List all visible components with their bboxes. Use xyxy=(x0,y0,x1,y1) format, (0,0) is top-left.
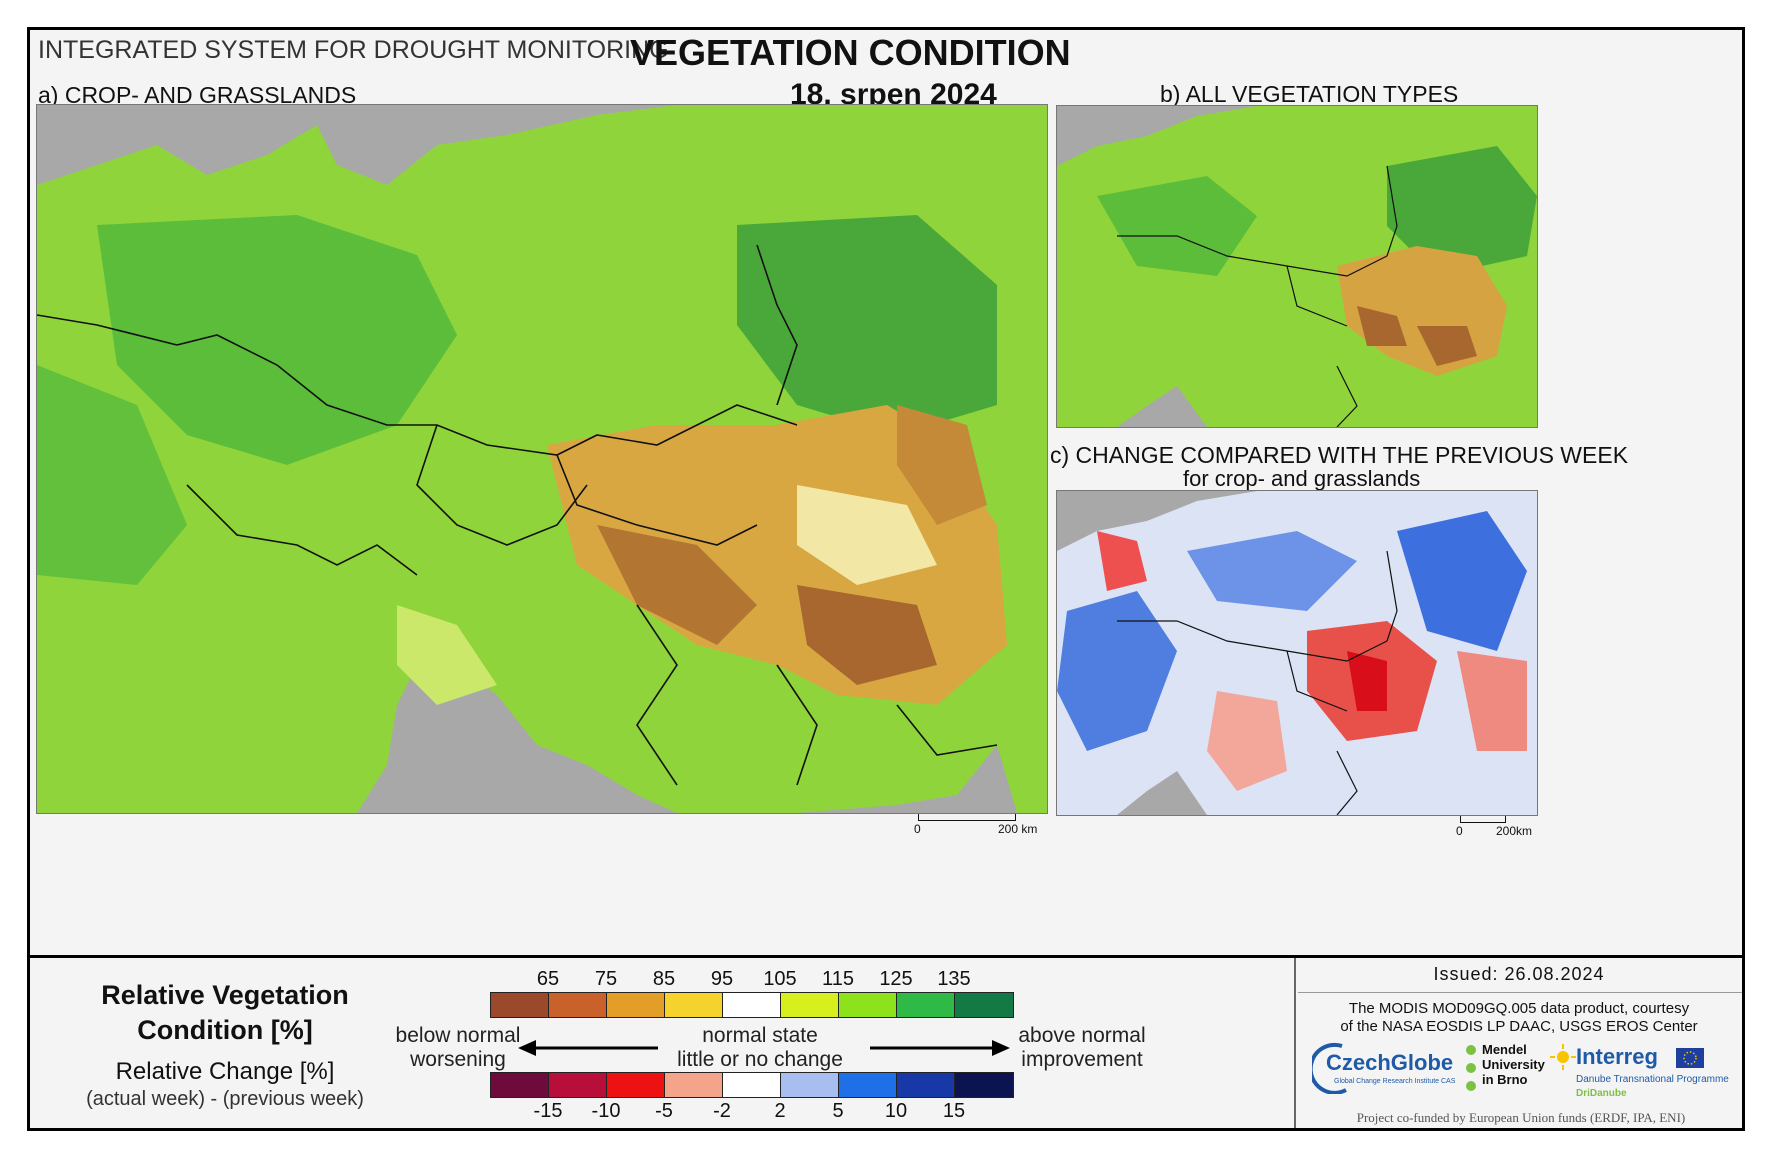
rvc-swatch xyxy=(665,993,723,1017)
above-normal-text: above normal xyxy=(1018,1024,1146,1047)
czechglobe-subtitle: Global Change Research Institute CAS xyxy=(1334,1078,1456,1085)
rc-swatch xyxy=(839,1073,897,1097)
vegetation-map-b xyxy=(1057,106,1537,427)
legend-divider xyxy=(30,955,1742,958)
rvc-swatch xyxy=(607,993,665,1017)
rvc-tick: 115 xyxy=(822,968,854,990)
mendel-line3: in Brno xyxy=(1482,1072,1528,1087)
worsening-text: worsening xyxy=(410,1048,506,1071)
rvc-swatch xyxy=(955,993,1013,1017)
rvc-swatch xyxy=(897,993,955,1017)
map-all-vegetation xyxy=(1056,105,1538,428)
rvc-ticks: 65 75 85 95 105 115 125 135 xyxy=(490,968,1018,992)
improvement-text: improvement xyxy=(1021,1048,1143,1071)
rvc-title-line2: Condition [%] xyxy=(137,1015,313,1045)
rc-tick: -10 xyxy=(591,1100,621,1122)
panel-b-label: b) ALL VEGETATION TYPES xyxy=(1160,81,1459,107)
rvc-swatch xyxy=(491,993,549,1017)
mendel-line1: Mendel xyxy=(1482,1042,1527,1057)
scale-bar-c-line xyxy=(1460,816,1506,823)
eu-stars-icon xyxy=(1683,1051,1697,1065)
courtesy-line2: of the NASA EOSDIS LP DAAC, USGS EROS Ce… xyxy=(1340,1018,1698,1035)
rvc-tick: 95 xyxy=(710,968,734,990)
interreg-sun-icon xyxy=(1550,1044,1576,1070)
rc-subtitle: (actual week) - (previous week) xyxy=(86,1088,364,1110)
rc-swatch xyxy=(897,1073,955,1097)
rc-swatch xyxy=(491,1073,549,1097)
courtesy-text: The MODIS MOD09GQ.005 data product, cour… xyxy=(1294,1000,1744,1036)
issued-date: Issued: 26.08.2024 xyxy=(1433,964,1605,984)
scale-bar-c: 0 200km xyxy=(1456,816,1538,840)
mendel-line2: University xyxy=(1482,1057,1545,1072)
rc-colorbar xyxy=(490,1072,1014,1098)
rc-swatch xyxy=(781,1073,839,1097)
rvc-tick: 75 xyxy=(594,968,618,990)
rc-swatch xyxy=(549,1073,607,1097)
rvc-title-line1: Relative Vegetation xyxy=(101,980,349,1010)
rc-tick: -2 xyxy=(713,1100,731,1122)
no-change-text: little or no change xyxy=(677,1048,843,1071)
rc-tick: -5 xyxy=(655,1100,673,1122)
issued-divider xyxy=(1298,992,1742,993)
mendel-dots-icon xyxy=(1466,1045,1476,1091)
interreg-logo: Interreg Danube Transnational Programme … xyxy=(1550,1042,1740,1112)
rvc-colorbar xyxy=(490,992,1014,1018)
scale-c-zero: 0 xyxy=(1456,824,1463,838)
rc-swatch xyxy=(723,1073,781,1097)
interreg-name: Interreg xyxy=(1576,1044,1658,1069)
normal-state-text: normal state xyxy=(702,1024,818,1047)
eu-flag-icon xyxy=(1676,1048,1704,1068)
vegetation-map-a xyxy=(37,105,1047,813)
right-arrow-icon xyxy=(870,1040,1010,1056)
scale-a-zero: 0 xyxy=(914,822,921,836)
czechglobe-logo: CzechGlobe Global Change Research Instit… xyxy=(1312,1042,1456,1094)
below-normal-desc: below normal worsening xyxy=(388,1024,528,1072)
scale-c-km: 200km xyxy=(1496,824,1533,838)
rc-tick: -15 xyxy=(533,1100,563,1122)
cofund-text: Project co-funded by European Union fund… xyxy=(1356,1110,1686,1125)
courtesy-line1: The MODIS MOD09GQ.005 data product, cour… xyxy=(1348,1000,1690,1017)
rc-tick: 10 xyxy=(884,1100,908,1122)
map-weekly-change xyxy=(1056,490,1538,816)
scale-bar-a-line xyxy=(918,814,1016,821)
mendel-name: Mendel University in Brno xyxy=(1482,1042,1545,1087)
rc-swatch xyxy=(607,1073,665,1097)
scale-bar-a: 0 200 km xyxy=(914,814,1046,838)
czechglobe-name: CzechGlobe xyxy=(1326,1050,1454,1075)
rc-title: Relative Change [%] xyxy=(115,1058,335,1085)
left-arrow-icon xyxy=(518,1040,658,1056)
rvc-swatch xyxy=(549,993,607,1017)
interreg-subtitle: Danube Transnational Programme xyxy=(1576,1074,1729,1085)
scale-a-km: 200 km xyxy=(998,822,1038,836)
map-crop-grasslands xyxy=(36,104,1048,814)
mendel-logo: Mendel University in Brno xyxy=(1464,1042,1554,1102)
legend-vertical-divider xyxy=(1294,958,1296,1128)
panel-a-label: a) CROP- AND GRASSLANDS xyxy=(38,82,357,108)
system-title: INTEGRATED SYSTEM FOR DROUGHT MONITORING xyxy=(38,36,669,64)
rvc-tick: 125 xyxy=(879,968,913,990)
rvc-swatch xyxy=(723,993,781,1017)
normal-state-desc: normal state little or no change xyxy=(650,1024,870,1072)
rc-tick: 15 xyxy=(942,1100,966,1122)
dridanube-name: DriDanube xyxy=(1576,1088,1627,1099)
panel-c-sublabel: for crop- and grasslands xyxy=(1183,466,1421,491)
rc-tick: 5 xyxy=(832,1100,844,1122)
rc-ticks: -15 -10 -5 -2 2 5 10 15 xyxy=(490,1100,1018,1124)
above-normal-desc: above normal improvement xyxy=(1012,1024,1152,1072)
main-title: VEGETATION CONDITION xyxy=(630,32,1071,73)
rvc-swatch xyxy=(839,993,897,1017)
figure-frame: INTEGRATED SYSTEM FOR DROUGHT MONITORING… xyxy=(27,27,1745,1131)
rvc-tick: 85 xyxy=(652,968,676,990)
rvc-tick: 105 xyxy=(763,968,797,990)
rvc-tick: 135 xyxy=(937,968,971,990)
rvc-tick: 65 xyxy=(536,968,560,990)
rc-swatch xyxy=(955,1073,1013,1097)
czechglobe-swoosh-icon xyxy=(1312,1042,1347,1094)
rc-swatch xyxy=(665,1073,723,1097)
panel-c-label: c) CHANGE COMPARED WITH THE PREVIOUS WEE… xyxy=(1050,442,1629,468)
rvc-swatch xyxy=(781,993,839,1017)
rc-tick: 2 xyxy=(774,1100,786,1122)
below-normal-text: below normal xyxy=(395,1024,521,1047)
change-map-c xyxy=(1057,491,1537,815)
